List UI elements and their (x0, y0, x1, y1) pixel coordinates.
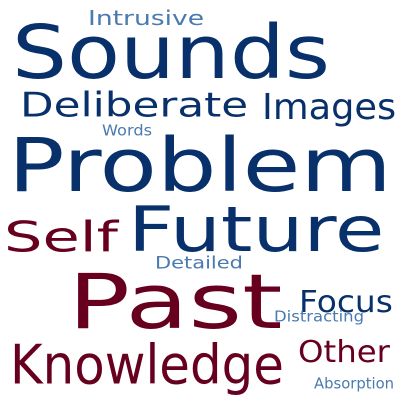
word-focus: Focus (299, 284, 393, 320)
word-distracting: Distracting (274, 307, 365, 326)
word-sounds: Sounds (12, 9, 330, 96)
word-words: Words (102, 121, 153, 140)
word-intrusive: Intrusive (88, 6, 205, 30)
word-other: Other (298, 334, 390, 370)
word-knowledge: Knowledge (10, 333, 284, 397)
word-detailed: Detailed (155, 252, 243, 273)
word-past: Past (68, 257, 283, 347)
word-deliberate: Deliberate (20, 84, 249, 125)
word-self: Self (4, 212, 118, 262)
word-problem: Problem (8, 122, 392, 209)
word-images: Images (262, 85, 397, 128)
word-absorption: Absorption (314, 374, 395, 393)
word-future: Future (128, 193, 385, 266)
